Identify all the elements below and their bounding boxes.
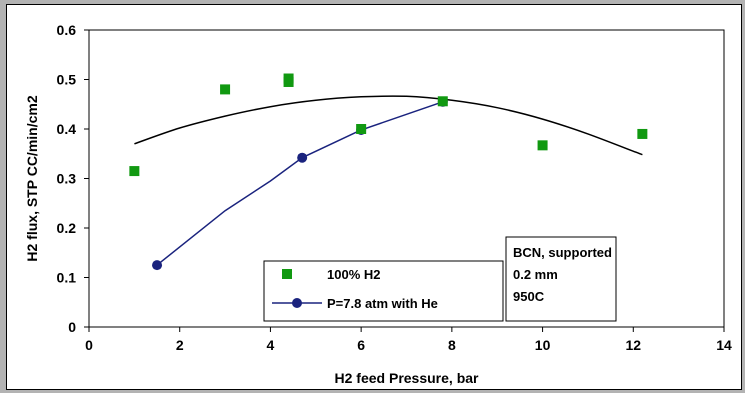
y-tick-label: 0.5 xyxy=(57,72,77,88)
x-tick-label: 6 xyxy=(357,337,365,353)
y-tick-label: 0 xyxy=(68,319,76,335)
y-tick-label: 0.3 xyxy=(57,171,77,187)
y-tick-label: 0.6 xyxy=(57,22,77,38)
legend-square-marker xyxy=(282,269,292,279)
x-tick-label: 14 xyxy=(716,337,732,353)
series-he-line xyxy=(156,101,444,266)
series-h2-point xyxy=(637,128,648,139)
x-tick-label: 8 xyxy=(448,337,456,353)
x-tick-label: 4 xyxy=(267,337,275,353)
annotation-line: BCN, supported xyxy=(513,245,612,260)
annotation-frame xyxy=(505,236,617,322)
series-h2-point xyxy=(356,124,367,134)
series-layer xyxy=(129,73,648,271)
series-he-point xyxy=(297,152,308,163)
flux-vs-pressure-chart: 0 2 4 6 8 10 12 14 0 0.1 0.2 0.3 0.4 0.5 0.6 H2 feed Pr… xyxy=(24,22,732,386)
series-he-point xyxy=(152,260,163,271)
legend-label-he: P=7.8 atm with He xyxy=(327,296,438,311)
y-tick-label: 0.4 xyxy=(57,121,77,137)
legend-box xyxy=(263,260,504,322)
y-axis-title: H2 flux, STP CC/min/cm2 xyxy=(24,95,40,261)
x-axis-title: H2 feed Pressure, bar xyxy=(335,370,480,386)
annotation-line: 950C xyxy=(513,289,545,304)
axes: 0 2 4 6 8 10 12 14 0 0.1 0.2 0.3 0.4 0.5 0.6 H2 feed Pr… xyxy=(24,22,732,386)
series-h2-point xyxy=(283,73,294,84)
legend-circle-marker xyxy=(292,298,302,308)
y-tick-label: 0.1 xyxy=(57,270,77,286)
x-tick-label: 12 xyxy=(625,337,641,353)
chart-frame: 0 2 4 6 8 10 12 14 0 0.1 0.2 0.3 0.4 0.5 0.6 H2 feed Pr… xyxy=(6,4,742,390)
series-h2-point xyxy=(537,140,548,151)
legend-label-h2: 100% H2 xyxy=(327,267,380,282)
legend: 100% H2 P=7.8 atm with He xyxy=(263,260,504,322)
annotation-line: 0.2 mm xyxy=(513,267,558,282)
x-tick-label: 2 xyxy=(176,337,184,353)
x-tick-label: 0 xyxy=(85,337,93,353)
series-h2-point xyxy=(129,166,140,177)
annotation-box: BCN, supported 0.2 mm 950C xyxy=(505,236,617,322)
trendline xyxy=(134,95,643,156)
x-tick-label: 10 xyxy=(535,337,551,353)
series-h2-point xyxy=(220,84,231,95)
y-tick-label: 0.2 xyxy=(57,220,77,236)
series-h2-point xyxy=(437,96,448,107)
